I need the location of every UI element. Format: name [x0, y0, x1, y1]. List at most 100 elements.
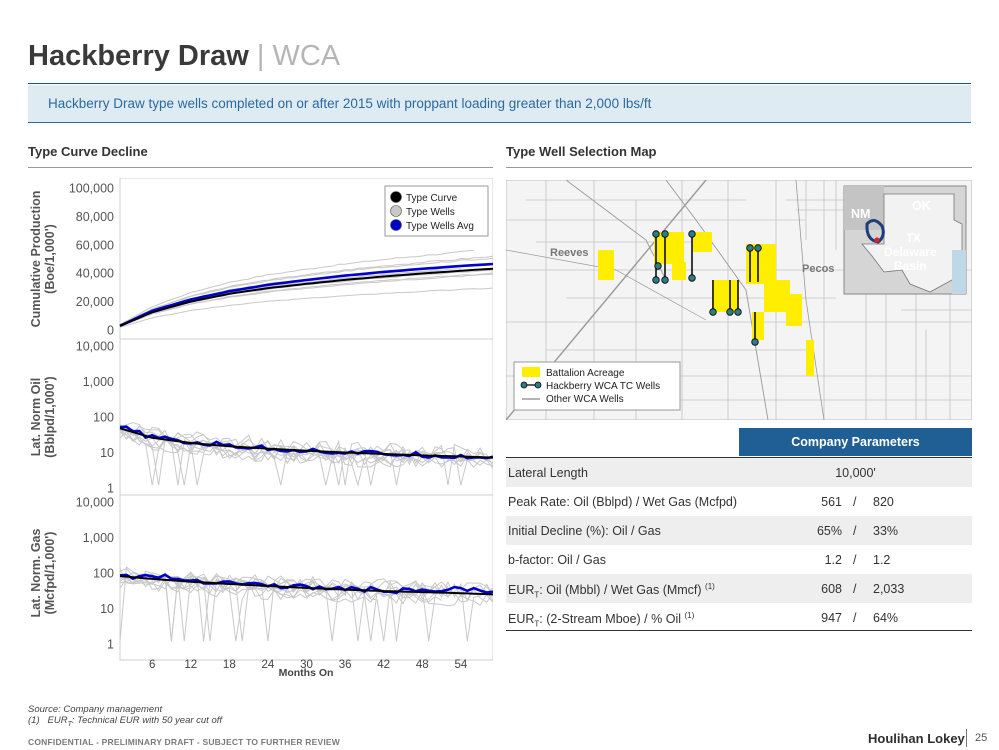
- legend-tc-wells-dot-icon: [534, 381, 542, 389]
- type-wells-avg-line: [119, 262, 493, 327]
- y-axis-label-line: Lat. Norm. Gas: [29, 529, 43, 618]
- acreage-block: [598, 250, 614, 280]
- confidential-notice: CONFIDENTIAL - PRELIMINARY DRAFT - SUBJE…: [28, 737, 341, 747]
- page-title: Hackberry Draw | WCA: [28, 40, 340, 73]
- label-part: EUR: [508, 612, 535, 627]
- x-tick-label: 18: [223, 659, 236, 671]
- legend-entry-label: Type Wells Avg: [406, 221, 474, 232]
- type-well-line: [119, 273, 493, 327]
- banner-text: Hackberry Draw type wells completed on o…: [48, 96, 652, 111]
- table-row: Initial Decline (%): Oil / Gas 65% / 33%: [506, 516, 972, 545]
- label-part: EUR: [508, 583, 535, 598]
- type-well-line: [119, 430, 404, 486]
- page-number: 25: [975, 732, 988, 744]
- tc-well-head: [734, 308, 742, 316]
- y-tick-label: 100: [93, 411, 114, 425]
- inset-label-ok: OK: [912, 199, 931, 213]
- row-value-1: 1.2: [824, 553, 842, 567]
- y-tick-label: 60,000: [76, 238, 114, 252]
- row-separator: /: [853, 495, 857, 509]
- row-label: b-factor: Oil / Gas: [508, 553, 606, 567]
- acreage-block: [672, 262, 686, 280]
- footnote-part: : Technical EUR with 50 year cut off: [71, 715, 223, 726]
- footnote-source: Source: Company management: [28, 704, 163, 715]
- tc-well-head: [652, 276, 660, 284]
- row-value-2: 820: [873, 495, 894, 509]
- table-row: Peak Rate: Oil (Bblpd) / Wet Gas (Mcfpd)…: [506, 487, 972, 516]
- x-axis-label: Months On: [279, 667, 334, 678]
- tc-well-head: [751, 338, 759, 346]
- type-well-line: [119, 249, 474, 326]
- y-tick-label: 80,000: [76, 210, 114, 224]
- tc-well-head: [688, 274, 696, 282]
- type-well-line: [119, 287, 493, 328]
- type-well-line: [119, 255, 493, 326]
- row-separator: /: [853, 582, 857, 596]
- y-axis-label-line: (Mcfpd/1,000'): [43, 532, 57, 615]
- acreage-block: [654, 232, 684, 264]
- row-value-2: 2,033: [873, 582, 905, 596]
- map-label-pecos: Pecos: [802, 263, 834, 275]
- section-title-map: Type Well Selection Map: [506, 144, 657, 159]
- acreage-block: [712, 280, 738, 312]
- x-tick-label: 48: [416, 659, 429, 671]
- map-grid: [506, 180, 972, 420]
- params-bottom-rule: [506, 630, 972, 631]
- row-separator: /: [853, 524, 857, 538]
- footnote-subscript: T: [67, 720, 72, 728]
- label-subscript: T: [534, 590, 540, 600]
- title-subtitle: | WCA: [256, 40, 341, 72]
- y-tick-label: 40,000: [76, 267, 114, 281]
- tc-well-head: [746, 244, 754, 252]
- params-header: Company Parameters: [739, 428, 972, 456]
- y-axis-label: Cumulative Production(Boe/1,000'): [29, 191, 57, 328]
- type-well-line: [119, 568, 449, 642]
- acreage-block: [764, 280, 790, 312]
- x-tick-label: 54: [454, 659, 467, 671]
- section-divider-left: [28, 167, 493, 168]
- y-tick-label: 1,000: [83, 531, 114, 545]
- type-wells-avg-line: [119, 573, 493, 595]
- y-tick-label: 0: [107, 324, 114, 338]
- row-separator: /: [853, 553, 857, 567]
- y-axis-label-line: (Bblpd/1,000'): [43, 376, 57, 457]
- tc-well-head: [661, 276, 669, 284]
- row-separator: /: [853, 611, 857, 625]
- y-tick-label: 10,000: [76, 496, 114, 510]
- acreage-block: [806, 340, 814, 376]
- brand-logo: Houlihan Lokey: [868, 731, 965, 746]
- legend-marker-icon: [390, 219, 402, 231]
- inset-texas-shape: [861, 193, 963, 293]
- row-value: 10,000': [835, 466, 876, 480]
- acreage-block: [692, 232, 712, 252]
- footnote-number: (1): [28, 715, 40, 726]
- legend-other-wells-label: Other WCA Wells: [546, 394, 624, 405]
- map-legend-box: [513, 361, 681, 411]
- row-value-1: 608: [821, 582, 842, 596]
- x-tick-label: 24: [262, 659, 275, 671]
- type-curve-charts: 100,000 80,000 60,000 40,000 20,000 0 Cumulati…: [29, 178, 493, 678]
- legend-acreage-label: Battalion Acreage: [546, 368, 625, 379]
- legend-acreage-swatch: [522, 367, 540, 377]
- label-part: : (2-Stream Mboe) / % Oil: [539, 612, 685, 627]
- legend-entry-label: Type Wells: [406, 207, 455, 218]
- tc-well-head: [726, 308, 734, 316]
- chart-legend: Type Curve Type Wells Type Wells Avg: [384, 185, 489, 237]
- type-well-line: [119, 568, 493, 642]
- inset-label-nm: NM: [851, 207, 870, 221]
- y-tick-label: 10: [100, 446, 114, 460]
- table-row: EURT: Oil (Mbbl) / Wet Gas (Mmcf) (1) 60…: [506, 574, 972, 603]
- type-curve-line: [119, 267, 493, 327]
- y-axis-label-line: Lat. Norm Oil: [29, 378, 43, 456]
- map-inset: NM OK TX Delaware Basin: [843, 185, 967, 295]
- map-legend: Battalion Acreage Hackberry WCA TC Wells…: [513, 361, 681, 411]
- inset-label-basin: Basin: [894, 259, 927, 273]
- y-tick-label: 100: [93, 567, 114, 581]
- hackberry-tc-well-heads: [652, 230, 762, 346]
- row-value-2: 64%: [873, 611, 899, 625]
- row-value-2: 1.2: [873, 553, 891, 567]
- type-well-selection-map: Reeves Pecos: [506, 180, 972, 420]
- x-tick-label: 6: [149, 659, 155, 671]
- tc-well-head: [709, 308, 717, 316]
- y-axis-label: Lat. Norm. Gas(Mcfpd/1,000'): [29, 529, 57, 618]
